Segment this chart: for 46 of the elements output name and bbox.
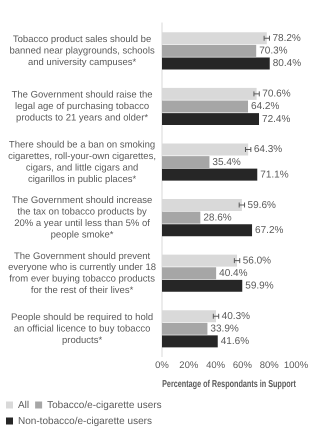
y-tick-label: Tobacco product sales should be banned near playgrounds, schools and university campuses*: [9, 34, 155, 68]
x-tick-label: 20%: [179, 360, 199, 371]
bar: [162, 168, 258, 181]
data-label: 78.2%: [272, 33, 301, 44]
y-tick-label: The Government should raise the legal age of purchasing tobacco products to 21 years and older*: [12, 90, 153, 124]
bar: [162, 212, 200, 224]
bar: [162, 58, 270, 70]
data-label: 59.9%: [245, 280, 274, 292]
data-label: 56.0%: [242, 255, 272, 266]
x-tick-label: 60%: [232, 360, 252, 371]
bar: [162, 224, 252, 236]
data-label: 67.2%: [255, 224, 284, 236]
legend-label: All: [18, 400, 30, 411]
y-tick-label: The Government should increase the tax on tobacco products by 20% a year until less than 5% of people smoke*: [12, 195, 152, 240]
data-label: 70.3%: [259, 46, 288, 57]
data-label: 64.3%: [254, 144, 282, 156]
bar: [162, 156, 210, 168]
x-tick-label: 40%: [206, 360, 226, 371]
data-label: 59.6%: [248, 200, 276, 211]
data-label: 64.2%: [251, 101, 280, 112]
x-tick-label: 100%: [284, 360, 309, 371]
data-label: 40.3%: [222, 310, 250, 322]
data-label: 71.1%: [260, 169, 289, 180]
data-label: 72.4%: [262, 114, 290, 125]
data-label: 40.4%: [219, 268, 248, 279]
bar: [162, 113, 260, 126]
legend-label: Tobacco/e-cigarette users: [47, 400, 162, 411]
bar: [162, 280, 242, 292]
y-tick-label: People should be required to hold an official licence to buy tobacco products*: [11, 312, 154, 346]
x-axis-title: Percentage of Respondants in Support: [162, 378, 296, 390]
data-label: 35.4%: [212, 156, 241, 168]
x-tick-label: 0%: [155, 360, 170, 371]
data-label: 33.9%: [210, 324, 239, 335]
bar: [162, 322, 208, 335]
bar: [162, 267, 216, 280]
x-tick-label: 80%: [260, 360, 280, 371]
legend-label: Non-tobacco/e-cigarette users: [18, 416, 152, 427]
data-label: 80.4%: [272, 58, 302, 70]
bar: [162, 100, 248, 112]
data-label: 41.6%: [220, 336, 250, 348]
data-label: 28.6%: [203, 212, 232, 224]
y-tick-label: There should be a ban on smoking cigarettes, roll-your-own cigarettes, cigars, and little cigars and cigarillos in public places*: [8, 140, 156, 185]
y-tick-label: The Government should prevent everyone who is currently under 18 from ever buying tobacco products for the rest of their lives*: [8, 250, 156, 296]
data-label: 70.6%: [262, 88, 291, 100]
bar: [162, 44, 256, 57]
bar: [162, 335, 218, 348]
